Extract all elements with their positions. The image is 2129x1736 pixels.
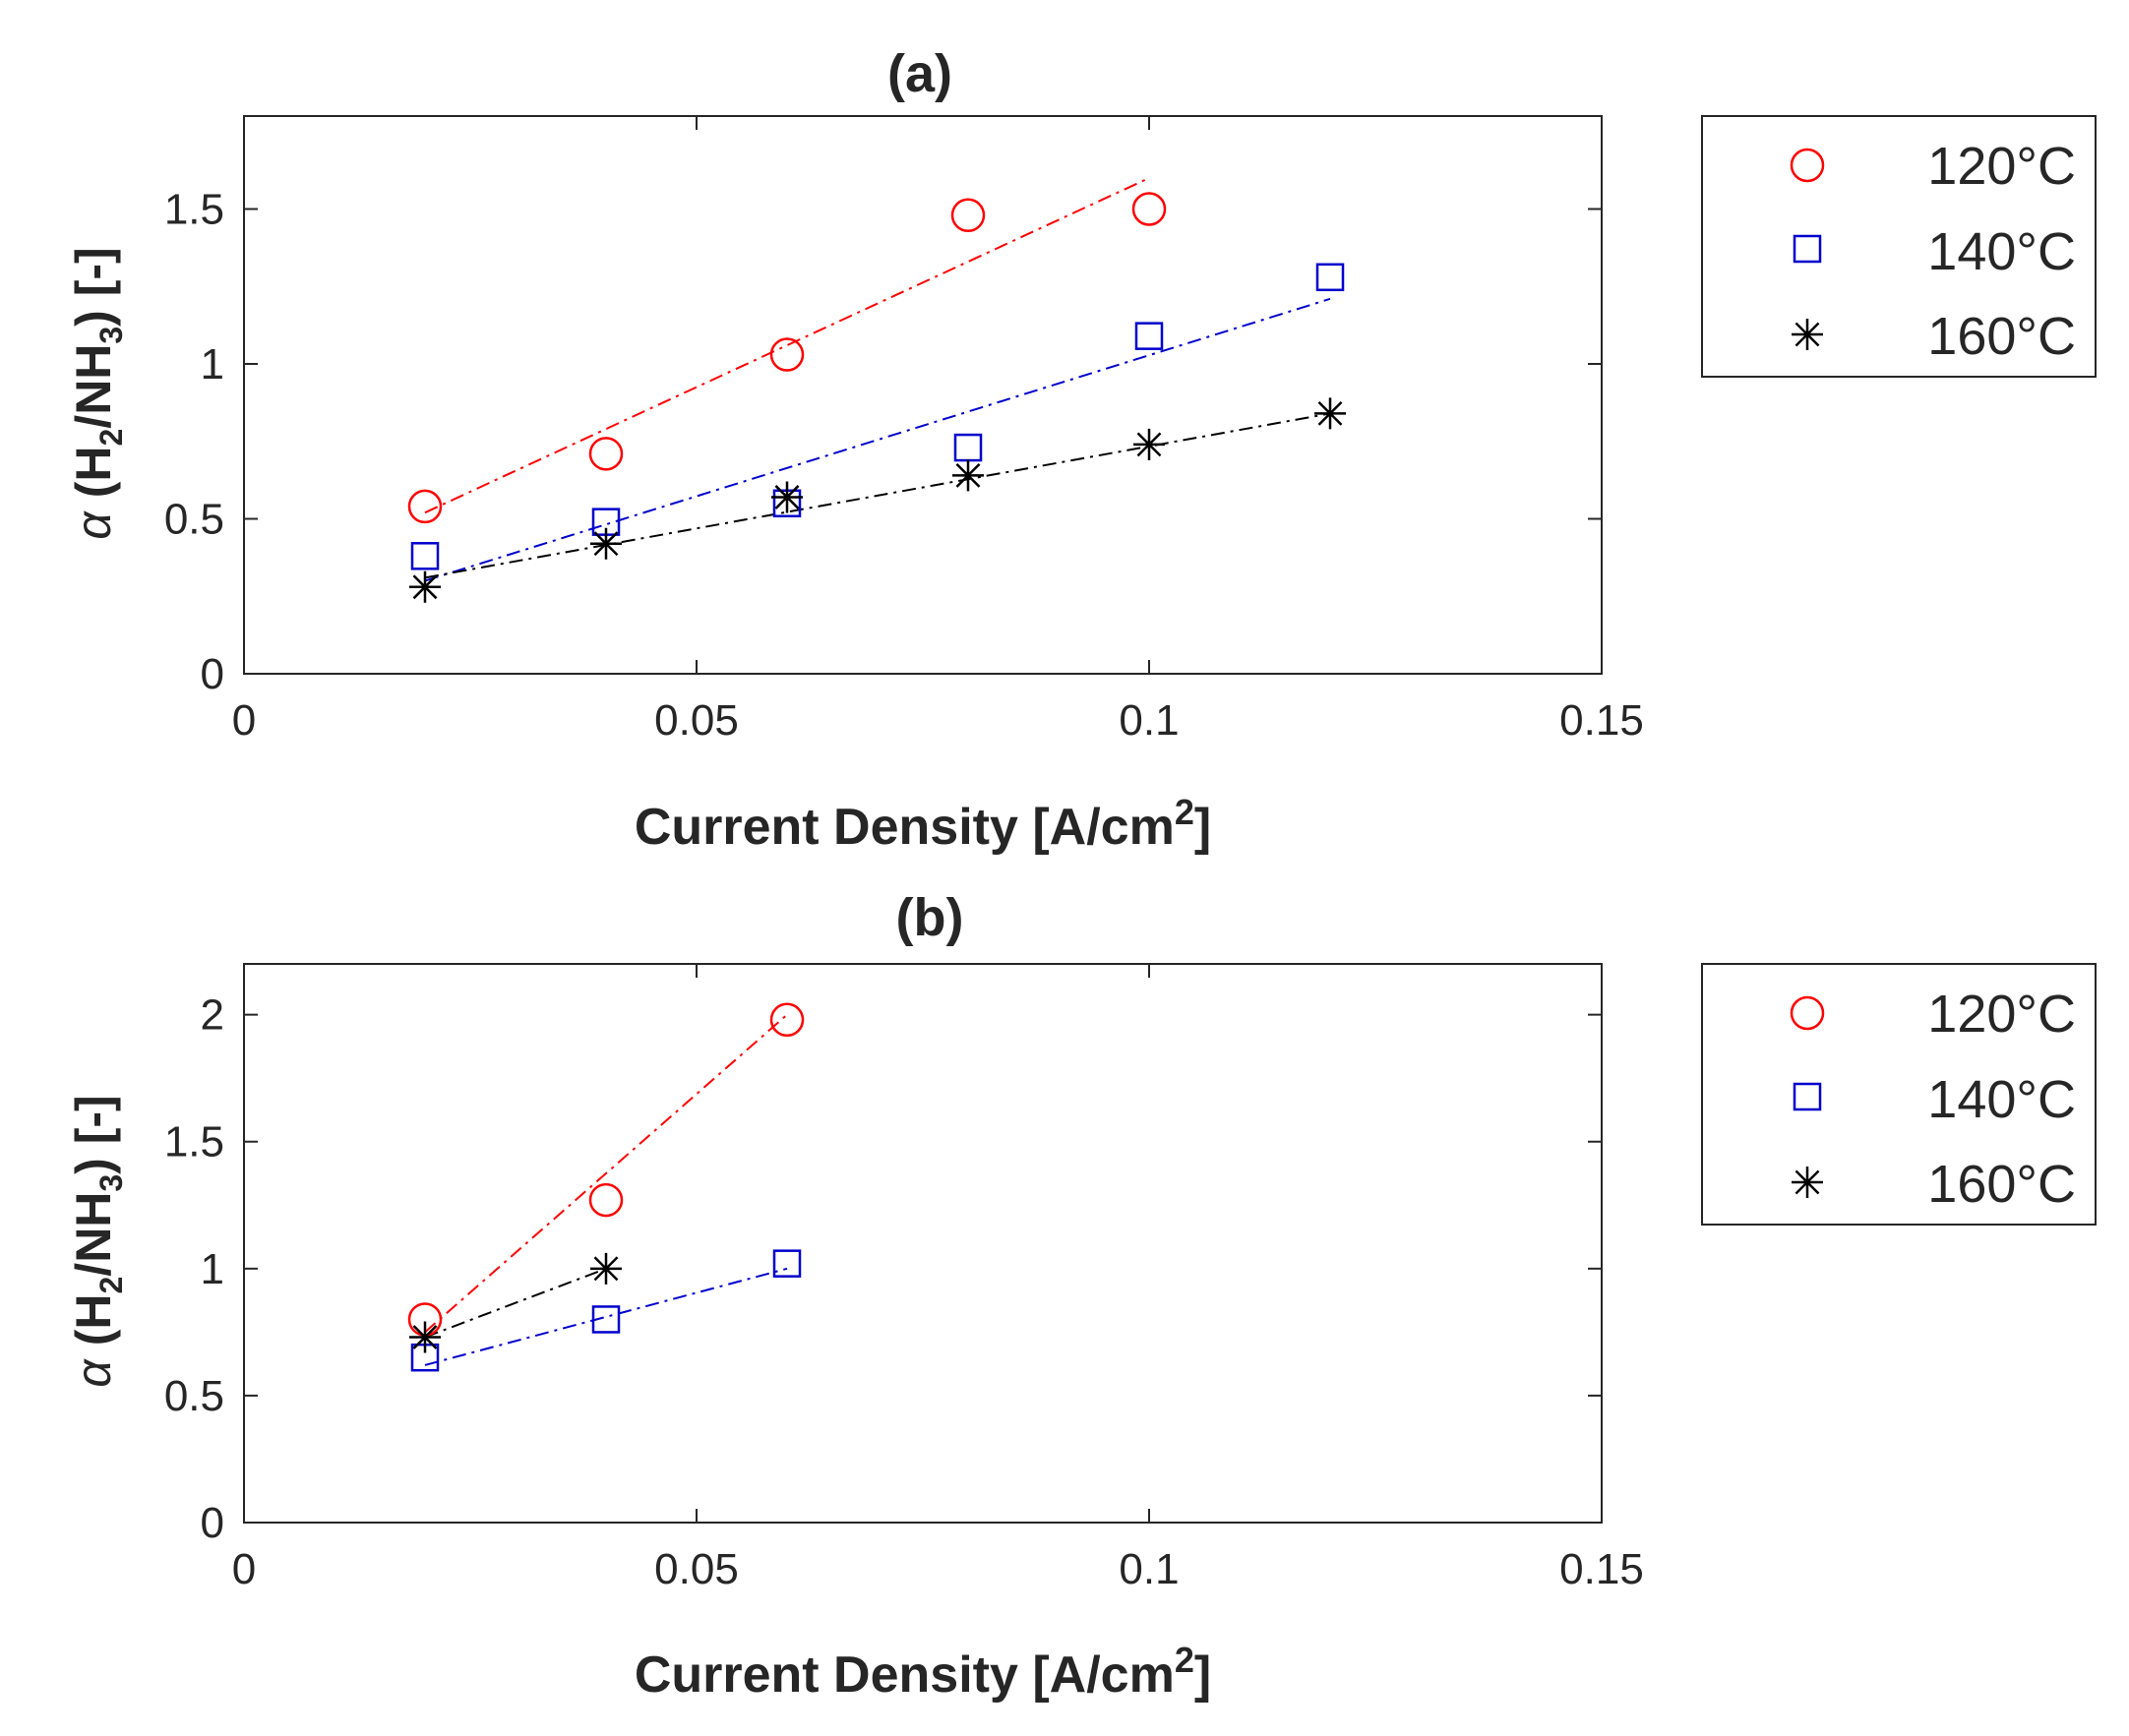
x-axis-ticks: 0 0.05 0.1 0.15 <box>232 116 1644 745</box>
fit-lines <box>424 1013 788 1366</box>
plot-area <box>243 115 1603 675</box>
x-axis-label-close: ] <box>1194 1646 1211 1704</box>
x-axis-label-main: Current Density [A/cm <box>635 799 1175 856</box>
panel-title: (a) <box>887 44 952 103</box>
data-point-square <box>410 542 440 570</box>
x-axis-label: Current Density [A/cm2] <box>635 792 1211 856</box>
fit-line <box>424 412 1331 579</box>
fit-line <box>424 1267 788 1366</box>
y-axis-label-c: ) [-] <box>66 247 121 327</box>
legend-label-140: 140°C <box>1927 1070 2076 1129</box>
data-point-circle <box>769 1002 805 1038</box>
y-tick-label: 1.5 <box>164 1118 224 1167</box>
data-point-asterisk <box>590 1252 622 1285</box>
legend-label-120: 120°C <box>1927 137 2076 196</box>
panel-title: (b) <box>896 888 964 947</box>
panel-a: (a) 0 0.05 0.1 0.15 0 0.5 1 1.5 Current Densit… <box>66 44 2097 856</box>
y-tick-label: 0.5 <box>164 496 224 544</box>
data-point-circle <box>950 198 986 233</box>
data-point-asterisk <box>771 481 803 513</box>
x-axis-label-main: Current Density [A/cm <box>635 1646 1175 1704</box>
legend-label-160: 160°C <box>1927 307 2076 366</box>
y-axis-label: α (H2/NH3) [-] <box>66 247 129 539</box>
data-point-square <box>1315 263 1345 292</box>
legend-marker-square <box>1793 234 1822 264</box>
y-axis-label-alpha: α <box>66 1358 121 1388</box>
data-point-circle <box>1131 192 1167 226</box>
legend-label-140: 140°C <box>1927 222 2076 281</box>
legend-label-160: 160°C <box>1927 1155 2076 1214</box>
legend: 120°C 140°C 160°C <box>1701 963 2097 1226</box>
data-point-circle <box>588 437 624 471</box>
legend-box <box>1701 963 2097 1226</box>
y-tick-label: 0 <box>201 1499 224 1547</box>
x-tick-label: 0.15 <box>1559 1545 1644 1593</box>
data-point-asterisk <box>1133 428 1165 460</box>
y-axis-ticks: 0 0.5 1 1.5 2 <box>164 991 1602 1547</box>
fit-line <box>424 297 1331 582</box>
x-tick-label: 0.05 <box>654 696 739 745</box>
x-axis-label: Current Density [A/cm2] <box>635 1640 1211 1704</box>
fit-line <box>424 1013 788 1334</box>
y-tick-label: 2 <box>201 991 224 1040</box>
data-point-square <box>772 1249 802 1278</box>
x-axis-label-close: ] <box>1194 799 1211 856</box>
y-axis-label-sub1: 2 <box>93 1277 129 1294</box>
y-tick-label: 0 <box>201 650 224 698</box>
legend-marker-circle <box>1790 995 1825 1031</box>
y-axis-label-c: ) [-] <box>66 1095 121 1174</box>
y-tick-label: 1.5 <box>164 186 224 234</box>
data-point-square <box>1134 322 1164 350</box>
data-point-circle <box>769 337 805 372</box>
y-tick-label: 0.5 <box>164 1372 224 1420</box>
x-tick-label: 0.15 <box>1559 696 1644 745</box>
x-axis-ticks: 0 0.05 0.1 0.15 <box>232 964 1644 1593</box>
y-tick-label: 1 <box>201 1245 224 1293</box>
legend-marker-asterisk <box>1792 1167 1823 1198</box>
x-axis-label-sup: 2 <box>1175 1640 1194 1680</box>
data-point-square <box>953 433 983 462</box>
y-axis-label-sub2: 3 <box>93 1174 129 1192</box>
x-tick-label: 0 <box>232 696 256 745</box>
x-tick-label: 0.05 <box>654 1545 739 1593</box>
data-markers <box>407 1002 805 1372</box>
data-markers <box>407 192 1346 603</box>
legend-marker-circle <box>1790 148 1825 183</box>
y-tick-label: 1 <box>201 340 224 389</box>
data-point-circle <box>588 1182 624 1218</box>
y-axis-label: α (H2/NH3) [-] <box>66 1095 129 1387</box>
legend-box <box>1701 115 2097 378</box>
y-axis-label-sub1: 2 <box>93 429 129 447</box>
legend-marker-square <box>1793 1082 1822 1111</box>
data-point-asterisk <box>952 459 984 492</box>
y-axis-label-b: /NH <box>66 344 121 429</box>
x-axis-label-sup: 2 <box>1175 792 1194 832</box>
plot-area <box>243 963 1603 1524</box>
data-point-asterisk <box>409 570 441 603</box>
legend-marker-asterisk <box>1792 319 1823 350</box>
fit-line <box>424 177 1150 514</box>
y-axis-label-a: (H <box>66 447 121 499</box>
y-axis-ticks: 0 0.5 1 1.5 <box>164 186 1602 698</box>
legend-markers <box>1790 148 1825 350</box>
x-tick-label: 0.1 <box>1119 1545 1179 1593</box>
data-point-asterisk <box>1314 397 1346 430</box>
data-point-square <box>591 1305 621 1334</box>
y-axis-label-sub2: 3 <box>93 327 129 344</box>
y-axis-label-alpha: α <box>66 510 121 540</box>
x-tick-label: 0.1 <box>1119 696 1179 745</box>
data-point-asterisk <box>590 527 622 560</box>
y-axis-label-b: /NH <box>66 1192 121 1277</box>
panel-b: (b) 0 0.05 0.1 0.15 0 0.5 1 1.5 2 Current Densi… <box>66 888 2097 1704</box>
legend-label-120: 120°C <box>1927 985 2076 1044</box>
y-axis-label-a: (H <box>66 1294 121 1347</box>
fit-lines <box>424 177 1331 582</box>
legend-markers <box>1790 995 1825 1198</box>
data-point-asterisk <box>409 1321 441 1353</box>
x-tick-label: 0 <box>232 1545 256 1593</box>
fit-line <box>424 1267 607 1339</box>
data-point-circle <box>407 489 443 524</box>
legend: 120°C 140°C 160°C <box>1701 115 2097 378</box>
